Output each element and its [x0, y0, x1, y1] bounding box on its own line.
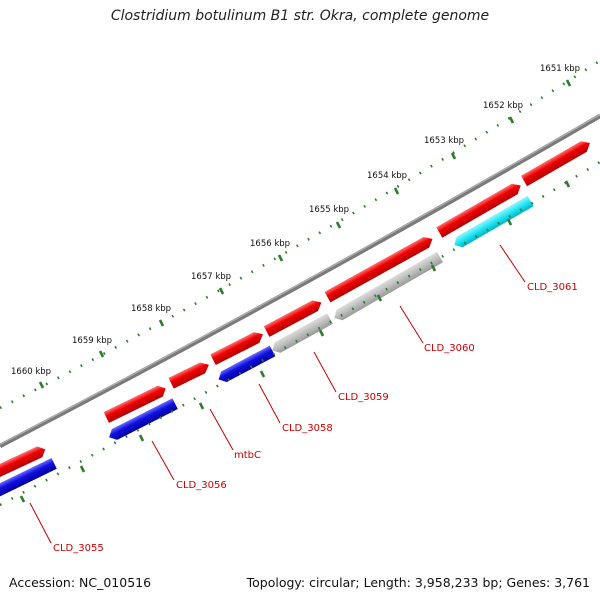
gene-label-CLD-3060[interactable]: CLD_3060: [424, 343, 475, 354]
gene-arrow-forward[interactable]: [521, 138, 593, 187]
gene-arrow-forward[interactable]: [263, 297, 324, 337]
gene-arrow-CLD-3056[interactable]: [106, 398, 178, 442]
leader-CLD-3059: [313, 351, 337, 393]
major-ticks-inner: [19, 180, 571, 503]
gene-arrow-forward[interactable]: [210, 329, 265, 366]
kbp-label-1657: 1657 kbp: [191, 272, 231, 282]
topology-text: Topology: circular; Length: 3,958,233 bp…: [246, 575, 590, 590]
genome-backbone-highlight: [0, 113, 600, 446]
leader-CLD-3058: [258, 383, 281, 424]
gene-arrow-CLD-3055-forward[interactable]: [0, 444, 48, 482]
gene-arrow-CLD-3061[interactable]: [451, 195, 534, 250]
kbp-label-1651: 1651 kbp: [540, 64, 580, 74]
kbp-label-1654: 1654 kbp: [367, 171, 407, 181]
gene-arrow-forward[interactable]: [324, 234, 436, 303]
kbp-label-1653: 1653 kbp: [424, 136, 464, 146]
major-ticks-outer: [38, 79, 572, 389]
forward-strand-genes: [0, 138, 593, 482]
kbp-label-1660: 1660 kbp: [11, 367, 51, 377]
leader-CLD-3060: [399, 305, 424, 344]
minor-ticks-outer: [0, 60, 599, 410]
kbp-label-1659: 1659 kbp: [72, 336, 112, 346]
genome-backbone: [0, 114, 600, 448]
outer-tick-ring: [0, 60, 599, 410]
gene-label-CLD-3059[interactable]: CLD_3059: [338, 392, 389, 403]
gene-arrow-forward[interactable]: [436, 180, 523, 238]
gene-label-CLD-3058[interactable]: CLD_3058: [282, 423, 333, 434]
gene-arrow-CLD-3056-forward[interactable]: [103, 383, 169, 423]
kbp-label-1655: 1655 kbp: [309, 205, 349, 215]
gene-label-CLD-3061[interactable]: CLD_3061: [527, 282, 578, 293]
gene-arrow-CLD-3059[interactable]: [269, 313, 333, 355]
map-title: Clostridium botulinum B1 str. Okra, comp…: [110, 8, 490, 24]
gene-arrow-CLD-3055[interactable]: [0, 457, 57, 500]
gene-label-CLD-3056[interactable]: CLD_3056: [176, 480, 227, 491]
kbp-label-1656: 1656 kbp: [250, 239, 290, 249]
leader-CLD-3055: [29, 502, 52, 544]
kbp-labels: 1651 kbp 1652 kbp 1653 kbp 1654 kbp 1655…: [11, 64, 580, 377]
kbp-label-1652: 1652 kbp: [483, 101, 523, 111]
gene-arrow-CLD-3058[interactable]: [216, 345, 276, 385]
gene-labels: CLD_3061 CLD_3060 CLD_3059 CLD_3058 mtbC…: [53, 282, 578, 554]
reverse-strand-genes: [0, 195, 534, 500]
gene-label-mtbC[interactable]: mtbC: [234, 450, 261, 461]
gene-label-CLD-3055[interactable]: CLD_3055: [53, 543, 104, 554]
kbp-label-1658: 1658 kbp: [131, 304, 171, 314]
inner-tick-ring: [0, 160, 600, 507]
leader-CLD-3056: [151, 440, 175, 481]
gene-arrow-CLD-3060[interactable]: [331, 251, 443, 323]
leader-CLD-3061: [499, 244, 526, 283]
gene-arrow-mtbC[interactable]: [168, 359, 211, 389]
gene-label-leaders: [29, 244, 526, 544]
leader-mtbC: [209, 408, 234, 451]
accession-text: Accession: NC_010516: [9, 575, 152, 590]
